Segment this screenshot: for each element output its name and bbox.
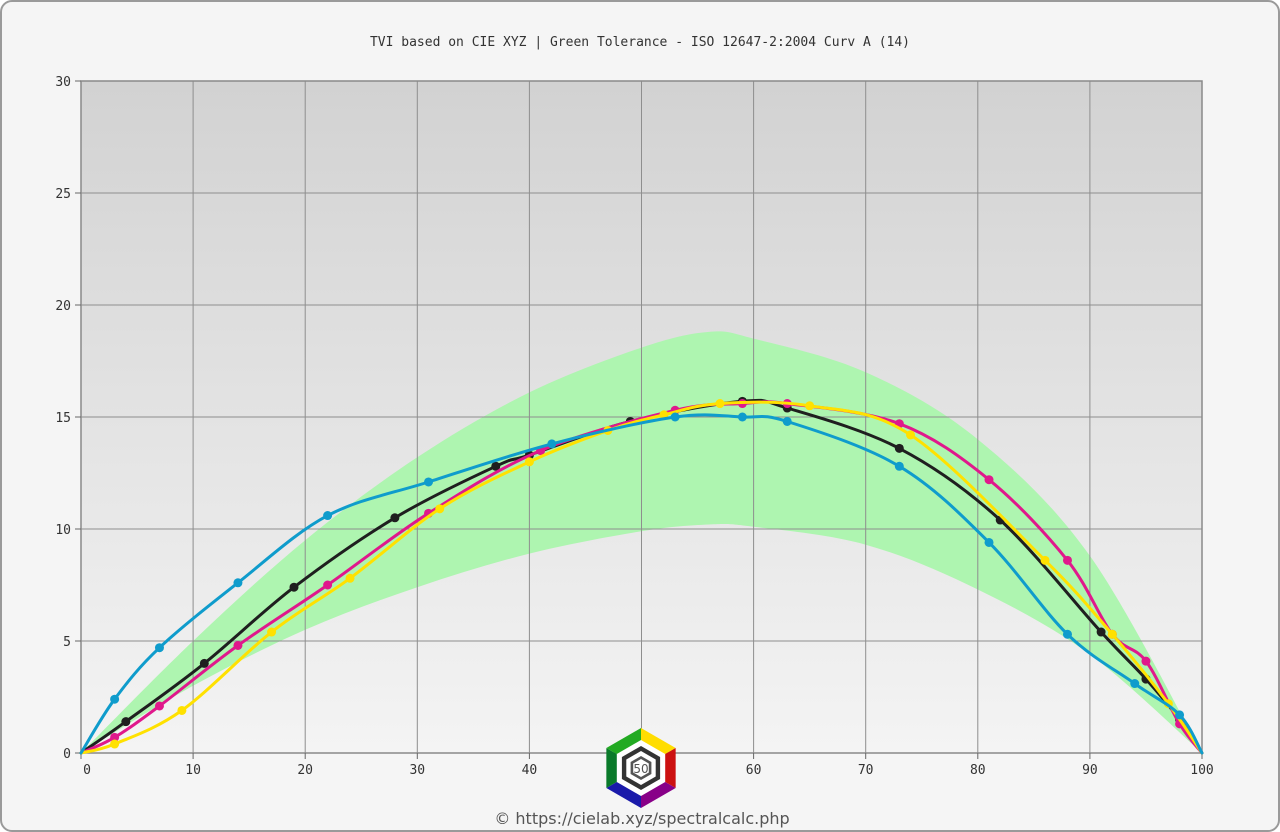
series-line-4 xyxy=(79,413,1204,755)
logo-ring xyxy=(633,759,649,777)
data-point-series-2 xyxy=(1062,555,1072,565)
data-point-series-4 xyxy=(110,694,120,704)
data-point-series-3 xyxy=(805,401,815,411)
data-point-series-3 xyxy=(906,430,916,440)
data-point-series-2 xyxy=(233,640,243,650)
cielab-logo: 50 xyxy=(606,728,676,808)
data-point-series-3 xyxy=(524,457,534,467)
data-point-series-4 xyxy=(782,416,792,426)
data-point-series-3 xyxy=(1107,629,1117,639)
data-point-series-4 xyxy=(424,477,434,487)
data-point-series-3 xyxy=(345,573,355,583)
x-tick-label: 80 xyxy=(970,763,986,778)
data-point-series-2 xyxy=(110,732,120,742)
data-point-series-1 xyxy=(289,582,299,592)
data-point-series-1 xyxy=(491,461,501,471)
x-tick-label: 30 xyxy=(409,763,425,778)
data-point-series-4 xyxy=(737,412,747,422)
y-tick-label: 10 xyxy=(55,523,71,538)
data-point-series-2 xyxy=(1141,656,1151,666)
data-point-series-3 xyxy=(267,627,277,637)
data-point-series-3 xyxy=(435,504,445,514)
x-tick-label: 0 xyxy=(83,763,91,778)
x-tick-label: 10 xyxy=(185,763,201,778)
y-tick-label: 15 xyxy=(55,411,71,426)
data-point-series-4 xyxy=(1062,629,1072,639)
data-point-series-3 xyxy=(110,739,120,749)
logo-label: 50 xyxy=(633,762,648,776)
x-tick-label: 90 xyxy=(1082,763,1098,778)
data-point-series-1 xyxy=(894,443,904,453)
data-point-series-2 xyxy=(154,701,164,711)
data-point-series-4 xyxy=(984,537,994,547)
data-point-series-4 xyxy=(154,643,164,653)
x-tick-label: 60 xyxy=(746,763,762,778)
series-line-3 xyxy=(79,400,1204,755)
data-point-series-4 xyxy=(233,578,243,588)
data-point-series-1 xyxy=(390,513,400,523)
data-point-series-1 xyxy=(1096,627,1106,637)
data-point-series-4 xyxy=(894,461,904,471)
data-point-series-3 xyxy=(177,705,187,715)
x-tick-label: 40 xyxy=(522,763,538,778)
data-point-series-2 xyxy=(323,580,333,590)
tolerance-band xyxy=(81,331,1202,753)
x-tick-label: 100 xyxy=(1190,763,1213,778)
y-tick-label: 0 xyxy=(63,747,71,762)
y-tick-label: 30 xyxy=(55,75,71,90)
y-tick-label: 20 xyxy=(55,299,71,314)
data-point-series-3 xyxy=(715,399,725,409)
x-tick-label: 20 xyxy=(297,763,313,778)
credit-link[interactable]: © https://cielab.xyz/spectralcalc.php xyxy=(494,809,789,828)
data-point-series-2 xyxy=(984,475,994,485)
data-point-series-4 xyxy=(547,439,557,449)
data-point-series-1 xyxy=(199,658,209,668)
data-point-series-4 xyxy=(1175,710,1185,720)
y-tick-label: 25 xyxy=(55,187,71,202)
data-point-series-3 xyxy=(1040,555,1050,565)
tolerance-band-layer xyxy=(81,331,1202,753)
data-point-series-4 xyxy=(1130,679,1140,689)
x-tick-label: 70 xyxy=(858,763,874,778)
chart-title: TVI based on CIE XYZ | Green Tolerance -… xyxy=(370,35,910,50)
series-layer xyxy=(79,396,1204,755)
data-point-series-1 xyxy=(121,717,131,727)
data-point-series-4 xyxy=(323,511,333,521)
y-tick-label: 5 xyxy=(63,635,71,650)
data-point-series-4 xyxy=(670,412,680,422)
